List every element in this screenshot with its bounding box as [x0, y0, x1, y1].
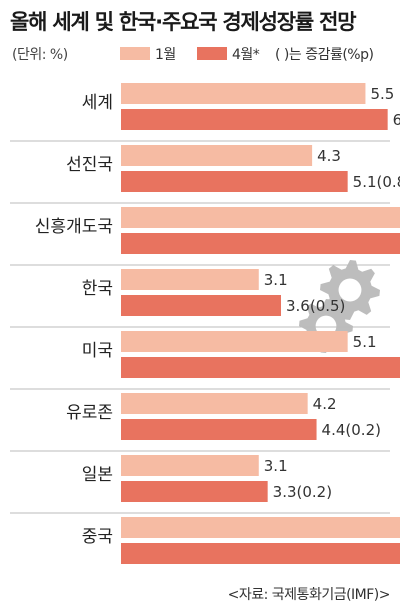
- value-label-apr: 6.0(0.5): [393, 111, 400, 129]
- value-label-apr: 4.4(0.2): [322, 421, 381, 439]
- legend-swatch-jan: [120, 47, 150, 60]
- bar-jan: [121, 517, 400, 538]
- bar-apr: [121, 481, 268, 502]
- value-label-apr: 3.6(0.5): [286, 297, 345, 315]
- bar-jan: [121, 145, 313, 166]
- bar-jan: [121, 269, 259, 290]
- bar-apr: [121, 357, 400, 378]
- bar-apr: [121, 543, 400, 564]
- category-label: 일본: [82, 465, 113, 485]
- category-label: 세계: [82, 93, 113, 113]
- legend-label-jan: 1월: [155, 47, 176, 63]
- bar-jan: [121, 393, 308, 414]
- bar-jan: [121, 331, 348, 352]
- value-label-jan: 4.3: [317, 147, 341, 165]
- category-label: 신흥개도국: [35, 217, 113, 237]
- legend-item-jan: 1월: [120, 44, 176, 64]
- value-label-jan: 5.1: [353, 333, 377, 351]
- legend-swatch-apr: [197, 47, 227, 60]
- category-label: 유로존: [66, 403, 113, 423]
- legend-item-apr: 4월*: [197, 44, 260, 64]
- value-label-jan: 5.5: [370, 85, 394, 103]
- value-label-jan: 4.2: [313, 395, 337, 413]
- bar-apr: [121, 295, 281, 316]
- bar-jan: [121, 455, 259, 476]
- category-label: 한국: [82, 279, 113, 299]
- value-label-jan: 3.1: [264, 271, 288, 289]
- bar-apr: [121, 233, 400, 254]
- value-label-jan: 3.1: [264, 457, 288, 475]
- source-note: <자료: 국제통화기금(IMF)>: [227, 587, 391, 603]
- category-label: 중국: [82, 527, 113, 547]
- bar-jan: [121, 207, 400, 228]
- gear-icon-hole: [338, 278, 362, 302]
- category-label: 미국: [82, 341, 113, 361]
- bar-apr: [121, 419, 317, 440]
- bar-jan: [121, 83, 366, 104]
- legend-note: ( )는 증감률(%p): [275, 47, 374, 63]
- unit-label: (단위: %): [12, 47, 68, 63]
- value-label-apr: 3.3(0.2): [273, 483, 332, 501]
- category-label: 선진국: [66, 155, 113, 175]
- value-label-apr: 5.1(0.8): [353, 173, 400, 191]
- legend-label-apr: 4월*: [232, 47, 260, 63]
- gear-icon: [320, 260, 380, 320]
- bar-apr: [121, 171, 348, 192]
- bar-apr: [121, 109, 388, 130]
- chart-title: 올해 세계 및 한국·주요국 경제성장률 전망: [10, 10, 357, 34]
